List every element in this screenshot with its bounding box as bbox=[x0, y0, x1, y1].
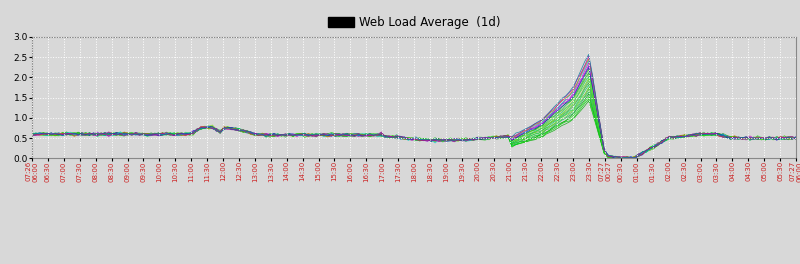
Legend: Web Load Average  (1d): Web Load Average (1d) bbox=[328, 16, 500, 29]
